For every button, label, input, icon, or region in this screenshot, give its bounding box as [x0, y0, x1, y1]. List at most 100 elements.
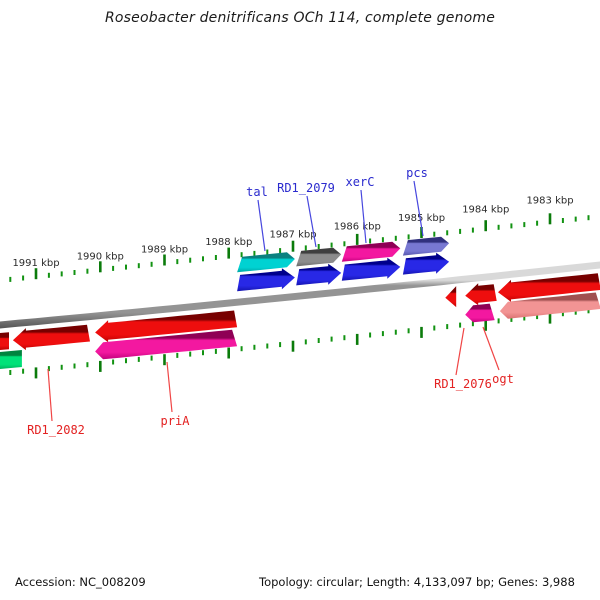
scale-label: 1986 kbp — [334, 221, 381, 232]
scale-label: 1991 kbp — [12, 258, 59, 269]
gene-arrow-edge-gene-right[interactable] — [499, 292, 600, 319]
tick-mark-lower — [471, 321, 474, 327]
tick-mark-lower — [266, 343, 269, 349]
gene-callout-line-RD1_2079 — [306, 195, 317, 248]
gene-arrow-rd1-2079-gene[interactable] — [296, 247, 342, 267]
tick-mark-lower — [163, 354, 166, 366]
gene-arrow-rd1-2079-cds[interactable] — [296, 263, 342, 286]
scale-label: 1990 kbp — [77, 251, 124, 262]
tick-mark-upper — [381, 237, 384, 243]
gene-callout-line-priA — [166, 361, 173, 413]
gene-arrow-edge-gene-left[interactable] — [0, 350, 22, 369]
gene-arrow-pcs-gene[interactable] — [402, 236, 450, 256]
gene-arrow-edge-cds-right[interactable] — [498, 273, 600, 302]
gene-arrow-tal-gene[interactable] — [237, 252, 295, 273]
tick-mark-upper — [484, 220, 487, 232]
genome-backbone — [0, 261, 600, 329]
tick-mark-lower — [510, 316, 513, 322]
tick-mark-lower — [227, 347, 230, 359]
tick-mark-upper — [291, 240, 295, 252]
tick-mark-upper — [266, 249, 269, 255]
scale-label: 1983 kbp — [526, 196, 573, 207]
tick-mark-upper — [137, 263, 140, 269]
tick-mark-upper — [510, 223, 513, 229]
tick-mark-upper — [330, 242, 333, 248]
tick-mark-upper — [523, 222, 526, 228]
tick-mark-lower — [317, 338, 320, 343]
gene-arrow-ogt-cds[interactable] — [465, 283, 497, 306]
scale-ticks — [9, 213, 590, 379]
gene-arrow-xerC-gene[interactable] — [341, 241, 401, 262]
tick-mark-lower — [420, 326, 423, 338]
tick-mark-lower — [548, 312, 552, 324]
scale-label: 1987 kbp — [269, 229, 316, 240]
gene-label-xerC[interactable]: xerC — [346, 175, 375, 189]
gene-arrow-pcs-cds[interactable] — [402, 252, 450, 275]
tick-mark-lower — [369, 332, 372, 338]
gene-arrow-rd1-2076-cds[interactable] — [445, 286, 457, 308]
gene-arrow-xerC-cds[interactable] — [341, 257, 401, 281]
tick-mark-lower — [202, 350, 204, 356]
tick-mark-lower — [86, 362, 89, 368]
tick-mark-lower — [125, 358, 127, 364]
gene-arrow-priA-cds[interactable] — [95, 310, 238, 343]
tick-mark-upper — [9, 276, 12, 282]
tick-mark-upper — [407, 234, 410, 240]
tick-mark-upper — [86, 268, 89, 274]
tick-mark-lower — [343, 335, 346, 341]
tick-mark-lower — [536, 314, 539, 320]
gene-callout-line-RD1_2082 — [47, 368, 53, 422]
gene-arrow-rd1-2082-cds[interactable] — [12, 324, 90, 351]
tick-mark-upper — [536, 220, 539, 226]
gene-features — [0, 236, 600, 369]
gene-arrow-tal-cds[interactable] — [237, 268, 295, 292]
tick-mark-lower — [304, 339, 307, 345]
gene-callout-line-RD1_2076 — [455, 327, 465, 376]
scale-label: 1989 kbp — [141, 244, 188, 255]
tick-mark-lower — [73, 363, 76, 369]
gene-label-RD1_2079[interactable]: RD1_2079 — [277, 181, 335, 195]
tick-mark-upper — [150, 261, 153, 267]
tick-mark-upper — [240, 252, 243, 258]
gene-label-tal[interactable]: tal — [246, 185, 268, 199]
tick-mark-upper — [214, 255, 217, 260]
gene-arrow-edge-cds-left[interactable] — [0, 332, 9, 350]
tick-mark-upper — [60, 271, 63, 277]
gene-label-ogt[interactable]: ogt — [492, 372, 514, 386]
tick-mark-lower — [240, 346, 243, 352]
tick-mark-upper — [163, 254, 166, 266]
gene-label-RD1_2076[interactable]: RD1_2076 — [434, 377, 492, 391]
tick-mark-lower — [381, 331, 384, 337]
scale-label: 1984 kbp — [462, 205, 509, 216]
gene-arrow-ogt-gene[interactable] — [465, 303, 495, 323]
accession-text: Accession: NC_008209 — [15, 575, 146, 589]
page-title: Roseobacter denitrificans OCh 114, compl… — [104, 10, 496, 26]
tick-mark-lower — [394, 329, 397, 335]
tick-mark-lower — [484, 319, 487, 331]
gene-arrow-priA-gene[interactable] — [95, 329, 238, 360]
tick-mark-upper — [497, 224, 500, 230]
scale-label: 1988 kbp — [205, 237, 252, 248]
tick-mark-upper — [304, 245, 307, 251]
tick-mark-upper — [47, 272, 50, 278]
tick-mark-lower — [176, 352, 179, 358]
tick-mark-upper — [176, 259, 179, 265]
tick-mark-upper — [471, 227, 474, 233]
tick-mark-upper — [355, 233, 359, 245]
gene-label-priA[interactable]: priA — [161, 414, 191, 428]
tick-mark-lower — [561, 311, 564, 317]
tick-mark-lower — [22, 368, 25, 374]
gene-label-pcs[interactable]: pcs — [406, 166, 428, 180]
gene-label-RD1_2082[interactable]: RD1_2082 — [27, 423, 85, 437]
tick-mark-lower — [99, 360, 102, 372]
tick-mark-upper — [574, 216, 577, 222]
tick-mark-upper — [112, 265, 115, 271]
tick-mark-upper — [125, 264, 127, 270]
tick-mark-upper — [279, 248, 282, 254]
tick-mark-lower — [587, 308, 590, 314]
tick-mark-upper — [317, 244, 320, 249]
gene-labels: tal RD1_2079 xerC pcs RD1_2082 priA RD1_2076 og… — [27, 166, 514, 437]
tick-mark-upper — [99, 261, 102, 273]
tick-mark-lower — [60, 364, 63, 370]
